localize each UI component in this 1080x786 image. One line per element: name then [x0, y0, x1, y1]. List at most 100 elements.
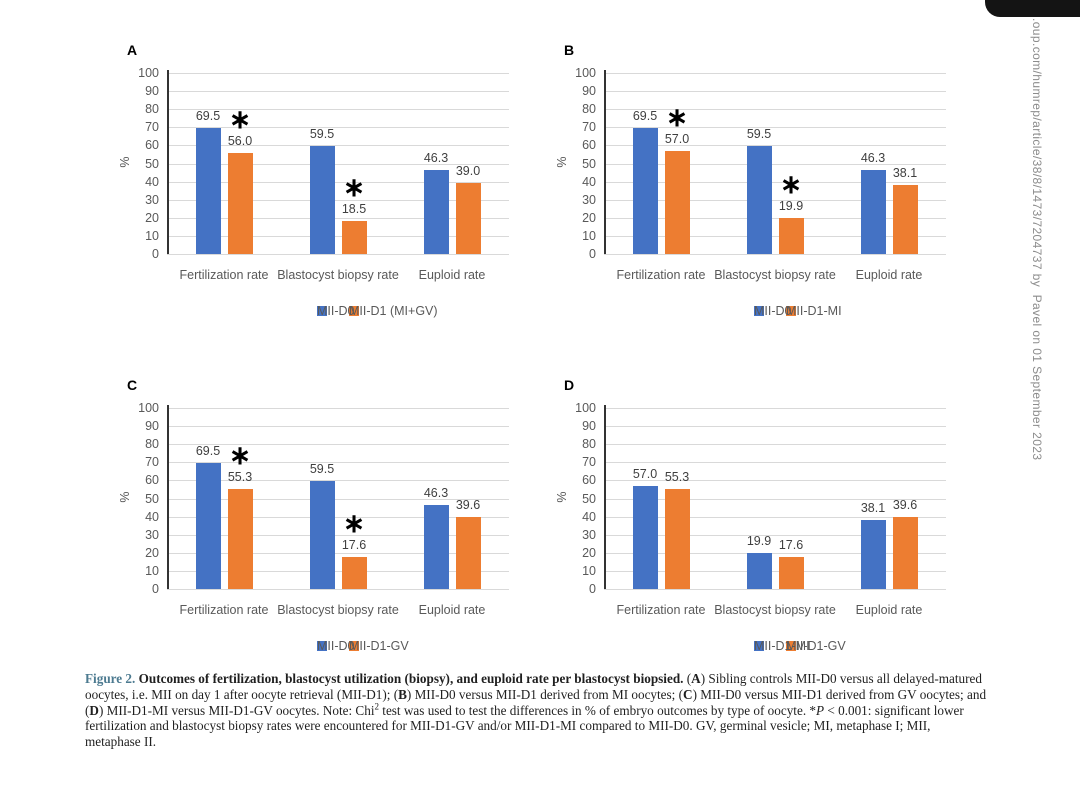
y-tick-label: 100 [138, 66, 159, 80]
legend-item: MII-D1-MI [754, 639, 810, 653]
legend-label: MII-D1-GV [786, 639, 846, 653]
bar [632, 128, 658, 254]
y-tick-label: 20 [145, 210, 159, 225]
y-tick-label: 80 [145, 437, 159, 452]
significance-asterisk: ∗ [666, 101, 688, 132]
y-tick-label: 80 [145, 102, 159, 117]
gridline [604, 552, 946, 554]
legend: MII-D0 MII-D1-GV [167, 639, 509, 653]
gridline [604, 235, 946, 237]
bar [195, 128, 221, 254]
legend-item: MII-D0 [754, 304, 792, 318]
caption-segment: Outcomes of fertilization, blastocyst ut… [138, 671, 687, 686]
gridline [167, 199, 509, 201]
category-label: Fertilization rate [179, 268, 269, 282]
y-tick-label: 50 [582, 491, 596, 506]
gridline [167, 254, 509, 255]
gridline [167, 570, 509, 572]
legend-label: MII-D0 [317, 304, 355, 318]
gridline [604, 217, 946, 219]
panel-label: B [564, 42, 575, 58]
gridline [604, 127, 946, 129]
y-tick-label: 90 [582, 84, 596, 99]
gridline [604, 73, 946, 74]
legend: MII-D0 MII-D1-MI [604, 304, 946, 318]
gridline [167, 534, 509, 536]
y-tick-label: 100 [575, 401, 596, 415]
y-tick-label: 80 [582, 102, 596, 117]
value-label: 69.5 [195, 444, 221, 459]
category-label: Blastocyst biopsy rate [714, 603, 836, 617]
gridline [604, 570, 946, 572]
caption-segment: 2 [374, 701, 379, 712]
chart-panel-C: C 0 10 20 30 40 50 60 70 80 90 100% Fertilization ra… [118, 375, 518, 680]
bar [860, 170, 886, 254]
legend-item: MII-D1-GV [349, 639, 409, 653]
y-tick-label: 10 [145, 228, 159, 243]
value-label: 39.6 [455, 498, 481, 513]
y-tick-label: 60 [145, 138, 159, 153]
y-tick-label: 40 [582, 509, 596, 524]
y-tick-label: 70 [145, 120, 159, 135]
gridline [604, 109, 946, 111]
y-axis-title: % [555, 155, 569, 168]
gridline [604, 516, 946, 518]
significance-asterisk: ∗ [229, 103, 251, 134]
caption-segment: B [398, 686, 407, 702]
legend-label: MII-D1-GV [349, 639, 409, 653]
panel-label: C [127, 377, 138, 393]
legend: MII-D0 MII-D1 (MI+GV) [167, 304, 509, 318]
y-axis-title: % [118, 490, 132, 503]
category-label: Blastocyst biopsy rate [714, 268, 836, 282]
value-label: 18.5 [341, 201, 367, 216]
panel-label: A [127, 42, 138, 58]
bar [778, 557, 804, 589]
bar [778, 217, 804, 254]
bar [632, 485, 658, 589]
value-label: 59.5 [746, 127, 772, 142]
gridline [604, 534, 946, 536]
bar [341, 220, 367, 254]
y-tick-label: 20 [582, 210, 596, 225]
gridline [604, 199, 946, 201]
gridline [167, 145, 509, 147]
y-tick-label: 40 [145, 174, 159, 189]
bar [423, 170, 449, 254]
gridline [167, 552, 509, 554]
y-tick-label: 70 [145, 455, 159, 470]
y-axis-line [167, 70, 169, 254]
bar [455, 183, 481, 254]
gridline [167, 516, 509, 518]
category-label: Fertilization rate [179, 603, 269, 617]
y-tick-label: 20 [582, 545, 596, 560]
value-label: 19.9 [746, 533, 772, 548]
legend: MII-D1-MI MII-D1-GV [604, 639, 946, 653]
legend-swatch-icon [349, 306, 359, 316]
y-axis-line [167, 405, 169, 589]
value-label: 69.5 [195, 109, 221, 124]
corner-tab-shape [985, 0, 1080, 17]
gridline [604, 480, 946, 482]
value-label: 59.5 [309, 127, 335, 142]
legend-item: MII-D1-MI [786, 304, 842, 318]
bar [664, 488, 690, 589]
y-tick-label: 80 [582, 437, 596, 452]
value-label: 57.0 [664, 131, 690, 146]
category-label: Euploid rate [855, 268, 923, 282]
gridline [604, 163, 946, 165]
gridline [604, 462, 946, 464]
y-tick-label: 100 [138, 401, 159, 415]
gridline [604, 145, 946, 147]
bar [227, 152, 253, 254]
legend-swatch-icon [349, 641, 359, 651]
caption-segment: ) MII-D1-MI versus MII-D1-GV oocytes. No… [98, 702, 375, 718]
y-tick-label: 40 [145, 509, 159, 524]
category-label: Euploid rate [418, 268, 486, 282]
gridline [167, 109, 509, 111]
caption-segment: test was used to test the differences in… [378, 702, 817, 718]
value-label: 69.5 [632, 109, 658, 124]
gridline [604, 408, 946, 409]
chart-panel-B: B 0 10 20 30 40 50 60 70 80 90 100% Fertilization ra… [555, 40, 955, 345]
gridline [604, 426, 946, 428]
